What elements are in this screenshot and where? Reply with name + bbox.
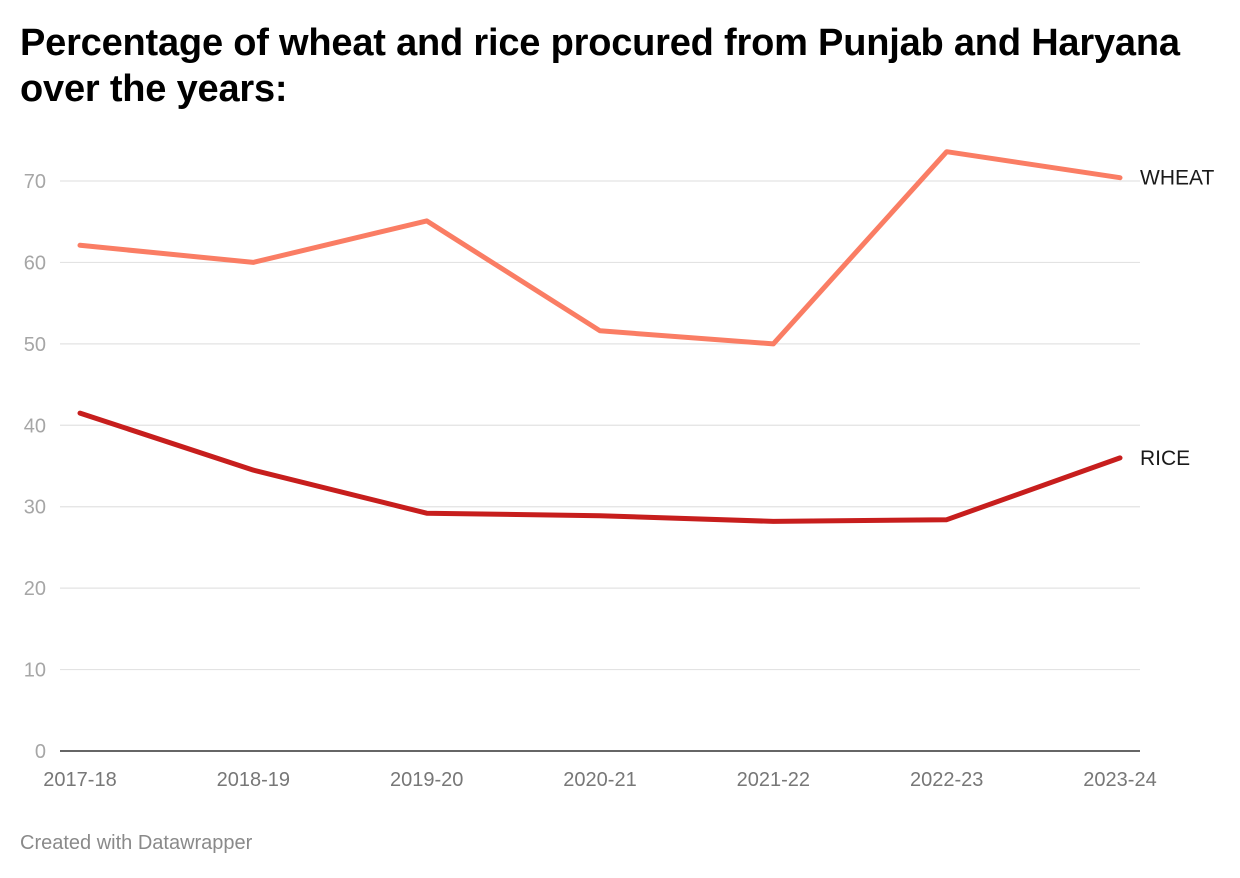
y-axis-ticks: 0 10 20 30 40 50 60 70 <box>24 171 46 763</box>
y-tick-label: 0 <box>35 741 46 763</box>
series-label-rice: RICE <box>1140 447 1190 470</box>
series-label-wheat: WHEAT <box>1140 167 1214 190</box>
footer-credit: Created with Datawrapper <box>20 832 253 854</box>
y-tick-label: 40 <box>24 415 46 437</box>
gridlines <box>60 180 1140 671</box>
y-tick-label: 30 <box>24 497 46 519</box>
series-lines <box>77 149 1123 524</box>
series-line-wheat <box>77 149 1123 347</box>
y-tick-label: 10 <box>24 660 46 682</box>
x-tick-label: 2021-22 <box>737 769 810 791</box>
y-tick-label: 70 <box>24 171 46 193</box>
x-tick-label: 2023-24 <box>1083 769 1156 791</box>
y-tick-label: 20 <box>24 578 46 600</box>
x-tick-label: 2022-23 <box>910 769 983 791</box>
series-labels: WHEAT RICE <box>1140 167 1214 470</box>
x-tick-label: 2018-19 <box>217 769 290 791</box>
x-tick-label: 2017-18 <box>43 769 116 791</box>
chart-title: Percentage of wheat and rice procured fr… <box>20 22 1180 110</box>
x-tick-label: 2020-21 <box>563 769 636 791</box>
y-tick-label: 60 <box>24 252 46 274</box>
x-tick-label: 2019-20 <box>390 769 463 791</box>
y-tick-label: 50 <box>24 334 46 356</box>
series-line-rice <box>77 410 1123 524</box>
x-axis-ticks: 2017-18 2018-19 2019-20 2020-21 2021-22 2022-… <box>43 769 1156 791</box>
